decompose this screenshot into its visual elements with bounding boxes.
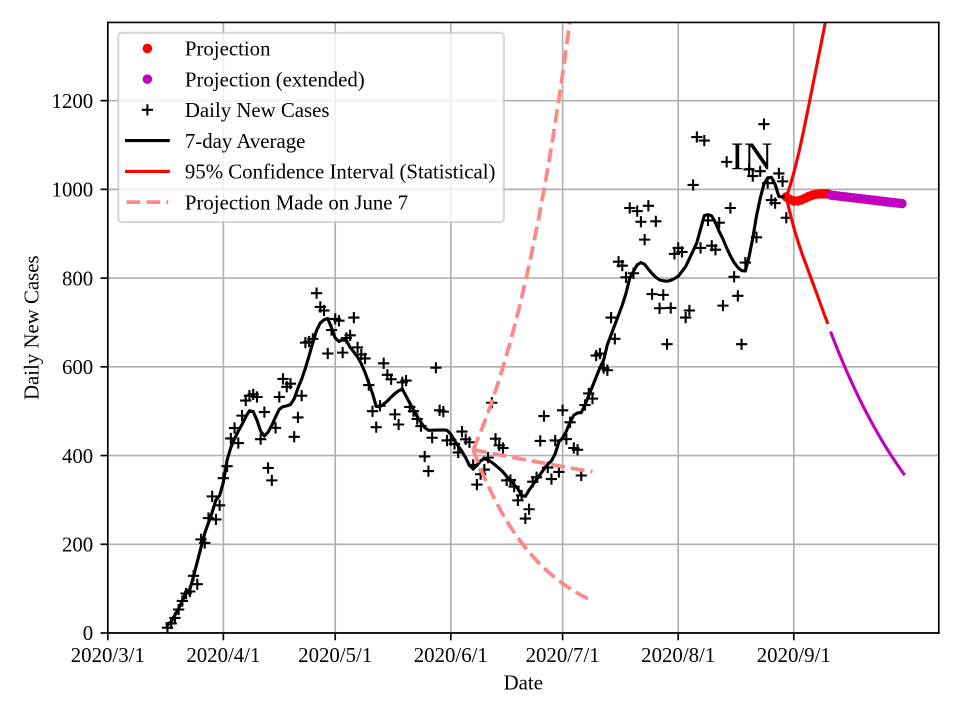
svg-text:400: 400: [62, 444, 93, 468]
svg-text:0: 0: [83, 621, 93, 645]
svg-text:800: 800: [62, 266, 93, 290]
svg-text:2020/3/1: 2020/3/1: [71, 643, 145, 667]
svg-text:1200: 1200: [52, 89, 94, 113]
svg-text:2020/9/1: 2020/9/1: [757, 643, 831, 667]
svg-text:2020/5/1: 2020/5/1: [298, 643, 372, 667]
svg-text:Projection (extended): Projection (extended): [185, 67, 365, 91]
svg-text:7-day Average: 7-day Average: [185, 129, 305, 153]
svg-text:600: 600: [62, 355, 93, 379]
svg-text:200: 200: [62, 533, 93, 557]
svg-text:IN: IN: [731, 134, 773, 178]
svg-text:Projection: Projection: [185, 37, 271, 61]
svg-text:2020/8/1: 2020/8/1: [641, 643, 715, 667]
svg-text:95% Confidence Interval (Stati: 95% Confidence Interval (Statistical): [185, 160, 496, 184]
svg-text:2020/6/1: 2020/6/1: [414, 643, 488, 667]
svg-text:2020/4/1: 2020/4/1: [186, 643, 260, 667]
svg-text:1000: 1000: [52, 178, 94, 202]
svg-text:Daily New Cases: Daily New Cases: [185, 98, 330, 122]
svg-text:Daily New Cases: Daily New Cases: [20, 255, 44, 400]
svg-text:Projection Made on June 7: Projection Made on June 7: [185, 190, 408, 214]
svg-text:Date: Date: [504, 670, 543, 694]
svg-text:2020/7/1: 2020/7/1: [526, 643, 600, 667]
